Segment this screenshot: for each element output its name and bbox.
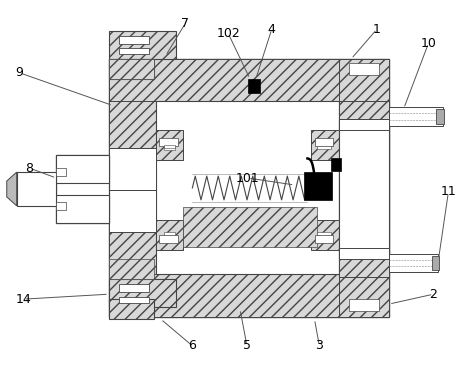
Bar xyxy=(119,48,149,54)
Bar xyxy=(109,190,155,232)
Text: 8: 8 xyxy=(26,162,33,175)
Polygon shape xyxy=(109,59,153,79)
Bar xyxy=(248,79,259,93)
Bar xyxy=(56,202,66,210)
Bar xyxy=(311,130,338,160)
Bar xyxy=(163,232,175,235)
Text: 10: 10 xyxy=(420,37,436,49)
Text: 6: 6 xyxy=(188,339,196,352)
Bar xyxy=(155,220,183,249)
Bar xyxy=(109,59,153,79)
Bar xyxy=(431,256,438,270)
Bar xyxy=(109,299,153,319)
Text: 9: 9 xyxy=(16,66,23,79)
Bar xyxy=(109,279,176,307)
Bar xyxy=(338,59,388,317)
Bar xyxy=(17,172,56,206)
Bar xyxy=(56,168,66,176)
Bar xyxy=(109,148,155,232)
Text: 101: 101 xyxy=(236,172,259,184)
Bar xyxy=(56,155,109,183)
Bar xyxy=(338,277,388,317)
Text: 102: 102 xyxy=(216,27,239,39)
Bar xyxy=(331,158,340,171)
Bar xyxy=(155,130,183,160)
Bar xyxy=(338,101,388,277)
Bar xyxy=(163,146,175,150)
Bar xyxy=(388,255,437,272)
Text: 14: 14 xyxy=(16,293,31,306)
Bar xyxy=(56,155,109,223)
Bar xyxy=(159,138,178,146)
Bar xyxy=(109,274,388,317)
Bar xyxy=(338,101,388,118)
Bar xyxy=(311,220,338,249)
Bar xyxy=(338,118,388,259)
Text: 7: 7 xyxy=(181,17,189,30)
Bar xyxy=(109,31,176,59)
Bar xyxy=(109,59,388,101)
Text: 4: 4 xyxy=(267,23,275,36)
Text: 1: 1 xyxy=(372,23,380,36)
Bar xyxy=(109,59,388,317)
Bar xyxy=(315,138,333,146)
Polygon shape xyxy=(7,172,17,206)
Bar xyxy=(317,232,331,235)
Bar xyxy=(348,299,378,311)
Bar xyxy=(315,235,333,242)
Bar xyxy=(119,36,149,44)
Bar xyxy=(109,148,155,190)
Bar xyxy=(56,195,109,223)
Bar xyxy=(338,258,388,277)
Bar xyxy=(159,235,178,242)
Bar xyxy=(338,248,388,259)
Bar xyxy=(388,107,443,127)
Text: 5: 5 xyxy=(242,339,250,352)
Text: 3: 3 xyxy=(315,339,323,352)
Text: 11: 11 xyxy=(440,186,456,199)
Bar xyxy=(155,101,338,274)
Bar xyxy=(119,284,149,292)
Text: 2: 2 xyxy=(429,288,436,301)
Bar xyxy=(119,297,149,303)
Bar xyxy=(317,146,331,149)
Bar xyxy=(163,145,175,148)
Bar xyxy=(348,63,378,75)
Bar xyxy=(183,207,317,246)
Bar xyxy=(338,59,388,101)
Bar xyxy=(109,59,155,317)
Bar xyxy=(338,118,388,130)
Bar xyxy=(304,172,332,200)
Bar xyxy=(436,108,444,124)
Polygon shape xyxy=(109,259,153,279)
